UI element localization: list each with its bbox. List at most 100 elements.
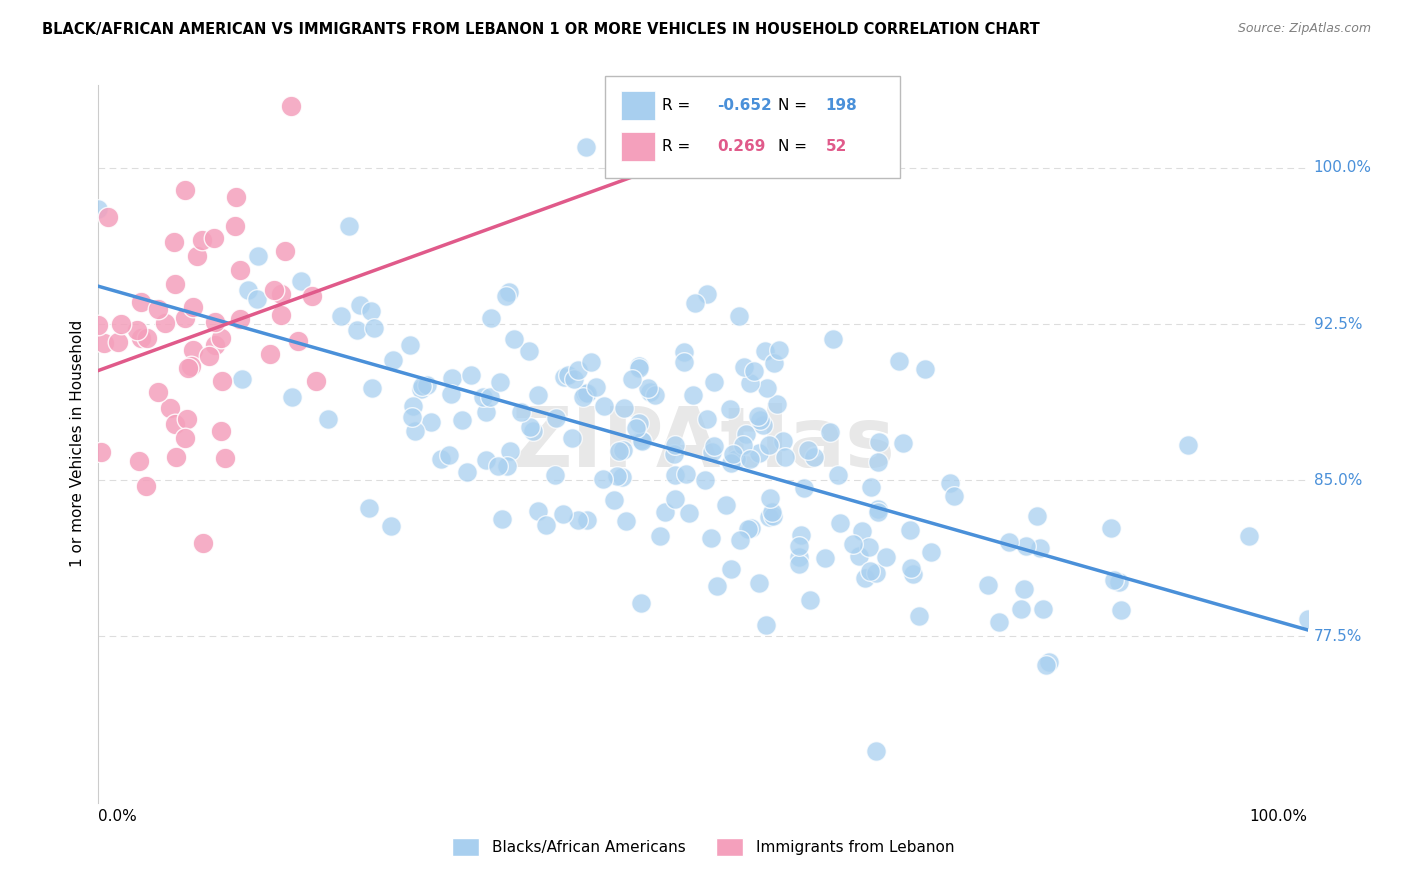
Point	[575, 140, 598, 154]
Point	[682, 387, 704, 401]
Point	[1015, 539, 1038, 553]
Point	[441, 370, 464, 384]
Point	[495, 288, 517, 302]
Point	[675, 467, 697, 481]
Point	[229, 312, 252, 326]
Point	[202, 231, 225, 245]
Point	[725, 452, 748, 467]
Point	[129, 331, 152, 345]
Point	[790, 528, 813, 542]
Point	[553, 507, 575, 521]
Point	[503, 332, 526, 346]
Point	[475, 453, 498, 467]
Point	[664, 467, 686, 482]
Point	[180, 359, 202, 373]
Point	[630, 433, 652, 447]
Point	[93, 335, 115, 350]
Text: 52: 52	[825, 139, 846, 153]
Point	[740, 521, 762, 535]
Point	[696, 287, 718, 301]
Point	[703, 439, 725, 453]
Point	[1177, 438, 1199, 452]
Point	[186, 249, 208, 263]
Point	[131, 294, 153, 309]
Point	[135, 478, 157, 492]
Point	[728, 533, 751, 548]
Point	[887, 354, 910, 368]
Point	[624, 421, 647, 435]
Point	[1108, 574, 1130, 589]
Text: 92.5%: 92.5%	[1313, 317, 1362, 332]
Point	[173, 431, 195, 445]
Point	[1029, 541, 1052, 556]
Point	[357, 500, 380, 515]
Point	[561, 431, 583, 445]
Point	[943, 489, 966, 503]
Point	[733, 359, 755, 374]
Point	[401, 409, 423, 424]
Text: N =: N =	[778, 139, 807, 153]
Point	[908, 609, 931, 624]
Point	[498, 285, 520, 300]
Point	[851, 524, 873, 538]
Point	[224, 219, 246, 233]
Point	[1102, 573, 1125, 587]
Point	[818, 425, 841, 439]
Point	[799, 593, 821, 607]
Point	[761, 504, 783, 518]
Point	[579, 355, 602, 369]
Text: R =: R =	[662, 139, 690, 153]
Point	[695, 474, 717, 488]
Point	[270, 308, 292, 322]
Point	[274, 244, 297, 259]
Text: 198: 198	[825, 98, 858, 112]
Point	[165, 450, 187, 465]
Point	[575, 386, 598, 401]
Point	[758, 510, 780, 524]
Point	[765, 397, 787, 411]
Point	[281, 390, 304, 404]
Point	[522, 425, 544, 439]
Point	[737, 522, 759, 536]
Point	[748, 412, 770, 426]
Point	[510, 405, 533, 419]
Point	[181, 343, 204, 357]
Point	[772, 434, 794, 449]
Text: 100.0%: 100.0%	[1313, 161, 1372, 176]
Point	[411, 379, 433, 393]
Point	[755, 381, 778, 395]
Point	[404, 424, 426, 438]
Text: R =: R =	[662, 98, 690, 112]
Legend: Blacks/African Americans, Immigrants from Lebanon: Blacks/African Americans, Immigrants fro…	[446, 832, 960, 862]
Point	[173, 183, 195, 197]
Text: 0.269: 0.269	[717, 139, 765, 153]
Point	[728, 309, 751, 323]
Point	[606, 469, 628, 483]
Point	[87, 202, 110, 216]
Text: Source: ZipAtlas.com: Source: ZipAtlas.com	[1237, 22, 1371, 36]
Text: BLACK/AFRICAN AMERICAN VS IMMIGRANTS FROM LEBANON 1 OR MORE VEHICLES IN HOUSEHOL: BLACK/AFRICAN AMERICAN VS IMMIGRANTS FRO…	[42, 22, 1040, 37]
Point	[620, 372, 643, 386]
Point	[914, 362, 936, 376]
Point	[664, 438, 686, 452]
Point	[720, 456, 742, 470]
Point	[110, 317, 132, 331]
Point	[544, 410, 567, 425]
Point	[747, 409, 769, 423]
Point	[125, 323, 148, 337]
Point	[337, 219, 360, 234]
Point	[865, 566, 887, 580]
Point	[768, 343, 790, 357]
Point	[755, 618, 778, 632]
Point	[574, 385, 596, 400]
Point	[148, 302, 170, 317]
Point	[848, 549, 870, 563]
Point	[700, 532, 723, 546]
Point	[519, 420, 541, 434]
Point	[797, 442, 820, 457]
Point	[759, 491, 782, 506]
Point	[1296, 612, 1319, 626]
Point	[672, 355, 695, 369]
Point	[409, 382, 432, 396]
Point	[1025, 508, 1047, 523]
